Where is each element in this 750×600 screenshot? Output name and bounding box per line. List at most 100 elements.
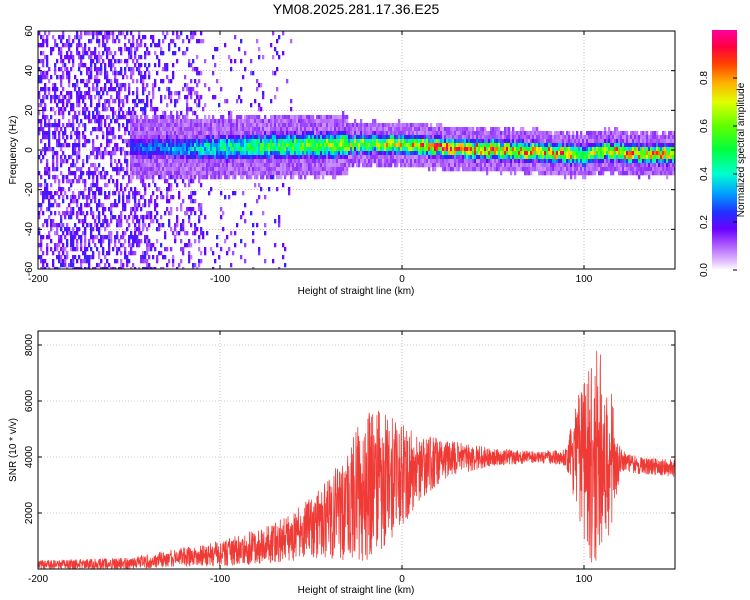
spectrogram-cell (318, 147, 321, 152)
spectrogram-cell (464, 159, 467, 164)
spectrogram-cell (154, 119, 157, 124)
spectrogram-cell (476, 135, 479, 140)
spectrogram-cell (94, 191, 97, 196)
spectrogram-cell (178, 231, 181, 236)
spectrogram-cell (246, 139, 249, 144)
spectrogram-cell (80, 239, 83, 244)
spectrogram-cell (340, 171, 343, 176)
spectrogram-cell (454, 163, 457, 168)
spectrogram-cell (516, 155, 519, 160)
spectrogram-cell (574, 139, 577, 144)
spectrogram-cell (64, 67, 67, 72)
spectrogram-cell (78, 219, 81, 224)
spectrogram-cell (248, 123, 251, 128)
spectrogram-cell (170, 159, 173, 164)
spectrogram-cell (476, 155, 479, 160)
spectrogram-cell (146, 227, 149, 232)
spectrogram-cell (508, 127, 511, 132)
spectrogram-cell (40, 43, 43, 48)
spectrogram-cell (396, 135, 399, 140)
spectrogram-cell (78, 123, 81, 128)
spectrogram-cell (198, 95, 201, 100)
spectrogram-cell (66, 227, 69, 232)
spectrogram-cell (52, 223, 55, 228)
spectrogram-cell (156, 255, 159, 260)
spectrogram-cell (560, 155, 563, 160)
spectrogram-cell (194, 239, 197, 244)
spectrogram-cell (362, 143, 365, 148)
spectrogram-cell (144, 191, 147, 196)
spectrogram-cell (286, 123, 289, 128)
spectrogram-cell (104, 67, 107, 72)
spectrogram-cell (482, 139, 485, 144)
spectrogram-cell (190, 211, 193, 216)
spectrogram-cell (90, 31, 93, 36)
spectrogram-cell (122, 235, 125, 240)
spectrogram-cell (40, 243, 43, 248)
spectrogram-cell (566, 143, 569, 148)
spectrogram-cell (206, 151, 209, 156)
spectrogram-cell (118, 115, 121, 120)
spectrogram-cell (472, 159, 475, 164)
spectrogram-cell (200, 143, 203, 148)
spectrogram-cell (538, 167, 541, 172)
spectrogram-cell (548, 167, 551, 172)
spectrogram-cell (232, 139, 235, 144)
spectrogram-cell (296, 139, 299, 144)
spectrogram-cell (252, 71, 255, 76)
spectrogram-cell (136, 79, 139, 84)
spectrogram-cell (150, 219, 153, 224)
spectrogram-cell (272, 127, 275, 132)
spectrogram-cell (258, 103, 261, 108)
spectrogram-cell (434, 139, 437, 144)
spectrogram-cell (352, 143, 355, 148)
spectrogram-cell (452, 163, 455, 168)
spectrogram-cell (480, 131, 483, 136)
spectrogram-cell (348, 123, 351, 128)
spectrogram-cell (174, 143, 177, 148)
spectrogram-cell (252, 151, 255, 156)
spectrogram-cell (306, 119, 309, 124)
spectrogram-cell (282, 31, 285, 36)
spectrogram-cell (258, 107, 261, 112)
spectrogram-cell (60, 39, 63, 44)
spectrogram-cell (144, 55, 147, 60)
spectrogram-cell (222, 163, 225, 168)
spectrogram-cell (280, 159, 283, 164)
spectrogram-cell (142, 75, 145, 80)
spectrogram-cell (262, 159, 265, 164)
spectrogram-cell (76, 155, 79, 160)
spectrogram-cell (358, 151, 361, 156)
spectrogram-cell (560, 163, 563, 168)
spectrogram-cell (60, 99, 63, 104)
spectrogram-cell (128, 131, 131, 136)
spectrogram-cell (418, 123, 421, 128)
spectrogram-cell (384, 123, 387, 128)
spectrogram-cell (328, 123, 331, 128)
spectrogram-cell (492, 143, 495, 148)
spectrogram-cell (190, 31, 193, 36)
spectrogram-cell (546, 139, 549, 144)
spectrogram-cell (216, 127, 219, 132)
spectrogram-cell (586, 155, 589, 160)
spectrogram-cell (132, 123, 135, 128)
spectrogram-cell (488, 167, 491, 172)
spectrogram-cell (268, 127, 271, 132)
spectrogram-cell (196, 55, 199, 60)
spectrogram-cell (128, 83, 131, 88)
spectrogram-cell (240, 175, 243, 180)
spectrogram-cell (196, 267, 199, 269)
spectrogram-cell (174, 167, 177, 172)
spectrogram-cell (318, 159, 321, 164)
spectrogram-cell (482, 147, 485, 152)
spectrogram-cell (250, 211, 253, 216)
spectrogram-cell (166, 191, 169, 196)
spectrogram-cell (144, 123, 147, 128)
spectrogram-cell (172, 31, 175, 36)
spectrogram-cell (86, 211, 89, 216)
spectrogram-cell (262, 143, 265, 148)
spectrogram-cell (330, 115, 333, 120)
spectrogram-cell (496, 151, 499, 156)
spectrogram-cell (512, 159, 515, 164)
spectrogram-cell (484, 159, 487, 164)
